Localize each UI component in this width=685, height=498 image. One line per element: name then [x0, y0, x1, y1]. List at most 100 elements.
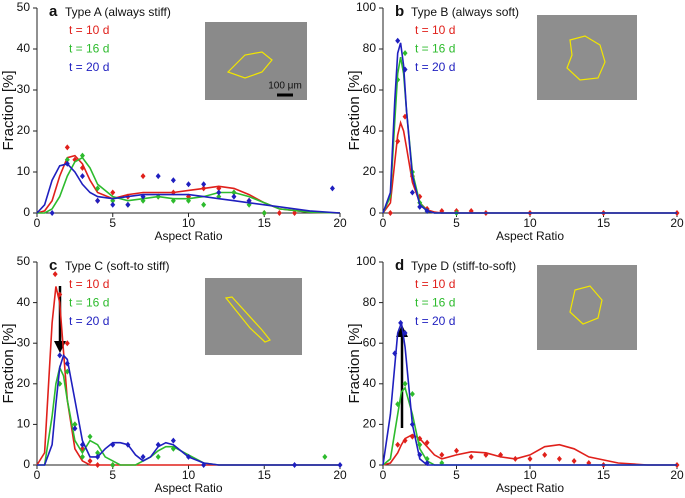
data-point — [95, 453, 101, 460]
data-point — [424, 459, 430, 466]
legend-entry: t = 20 d — [415, 60, 455, 74]
data-point — [155, 441, 161, 448]
panel-label: d — [395, 257, 404, 274]
data-point — [417, 451, 423, 458]
data-point — [337, 462, 343, 468]
fit-line — [36, 162, 341, 214]
y-tick-label: 60 — [363, 82, 377, 96]
x-tick-label: 15 — [597, 216, 611, 230]
data-point — [424, 207, 430, 214]
data-point — [201, 181, 207, 188]
data-point — [527, 455, 533, 462]
y-tick-label: 40 — [17, 295, 31, 309]
data-point — [57, 352, 63, 359]
y-tick-label: 50 — [17, 254, 31, 268]
inset-image — [205, 22, 307, 100]
data-point — [170, 437, 176, 444]
data-point — [87, 433, 93, 440]
data-point — [110, 441, 116, 448]
data-point — [231, 189, 237, 196]
data-point — [483, 451, 489, 458]
y-tick-label: 10 — [17, 164, 31, 178]
y-tick-label: 30 — [17, 82, 31, 96]
data-point — [140, 197, 146, 204]
data-point — [231, 193, 237, 200]
data-point — [95, 185, 101, 192]
y-tick-label: 40 — [363, 123, 377, 137]
data-point — [170, 197, 176, 204]
y-tick-label: 0 — [369, 457, 376, 471]
data-point — [64, 156, 70, 163]
data-point — [424, 439, 430, 446]
data-point — [322, 453, 328, 460]
cell-outline — [569, 285, 603, 325]
panel-title: Type C (soft-to stiff) — [65, 259, 169, 273]
x-tick-label: 15 — [258, 216, 272, 230]
data-point — [329, 185, 335, 192]
inset-image — [537, 265, 637, 350]
data-point — [402, 330, 408, 337]
data-point — [395, 138, 401, 145]
data-point — [170, 177, 176, 184]
x-tick-label: 0 — [34, 216, 41, 230]
inset-image — [205, 278, 302, 355]
data-point — [64, 340, 70, 347]
data-point — [201, 201, 207, 208]
data-point — [57, 291, 63, 298]
y-tick-label: 10 — [17, 417, 31, 431]
x-tick-label: 20 — [670, 468, 684, 482]
data-point — [402, 380, 408, 387]
data-point — [186, 197, 191, 204]
data-point — [140, 193, 146, 200]
legend-entry: t = 10 d — [415, 23, 455, 37]
data-point — [512, 455, 518, 462]
data-point — [417, 441, 423, 448]
data-point — [201, 462, 207, 468]
data-point — [402, 50, 408, 57]
x-tick-label: 10 — [182, 468, 196, 482]
panel-label: b — [395, 3, 404, 20]
inset-image — [537, 15, 637, 100]
panel-title: Type A (always stiff) — [65, 5, 171, 19]
data-point — [216, 185, 222, 192]
x-tick-label: 5 — [453, 468, 460, 482]
x-tick-label: 0 — [380, 468, 387, 482]
data-point — [395, 441, 401, 448]
data-point — [468, 453, 474, 460]
data-point — [64, 360, 70, 367]
data-point — [140, 453, 146, 460]
x-tick-label: 20 — [670, 216, 684, 230]
data-point — [395, 37, 401, 44]
data-point — [79, 152, 85, 159]
fit-line — [382, 386, 677, 466]
data-point — [170, 445, 176, 452]
legend-entry: t = 20 d — [69, 314, 109, 328]
x-axis-label: Aspect Ratio — [496, 229, 564, 243]
data-point — [417, 203, 423, 210]
data-point — [155, 453, 161, 460]
data-point — [95, 449, 101, 456]
data-point — [79, 173, 85, 180]
y-axis-label: Fraction [%] — [346, 323, 363, 403]
legend-entry: t = 20 d — [415, 314, 455, 328]
y-tick-label: 0 — [369, 205, 376, 219]
data-point — [79, 441, 85, 448]
data-point — [409, 390, 415, 397]
data-point — [155, 173, 161, 180]
y-tick-label: 80 — [363, 295, 377, 309]
scale-bar-label: 100 μm — [268, 81, 302, 92]
panel-label: c — [49, 257, 57, 274]
y-tick-label: 100 — [356, 254, 376, 268]
data-point — [64, 160, 70, 167]
x-axis-label: Aspect Ratio — [496, 481, 564, 495]
x-axis-label: Aspect Ratio — [154, 229, 222, 243]
legend-entry: t = 16 d — [69, 42, 109, 56]
cell-outline — [566, 35, 606, 81]
y-tick-label: 40 — [363, 376, 377, 390]
y-tick-label: 0 — [23, 205, 30, 219]
cell-outline — [224, 296, 271, 343]
fit-line — [382, 120, 677, 214]
legend-entry: t = 10 d — [69, 23, 109, 37]
y-tick-label: 50 — [17, 0, 31, 14]
